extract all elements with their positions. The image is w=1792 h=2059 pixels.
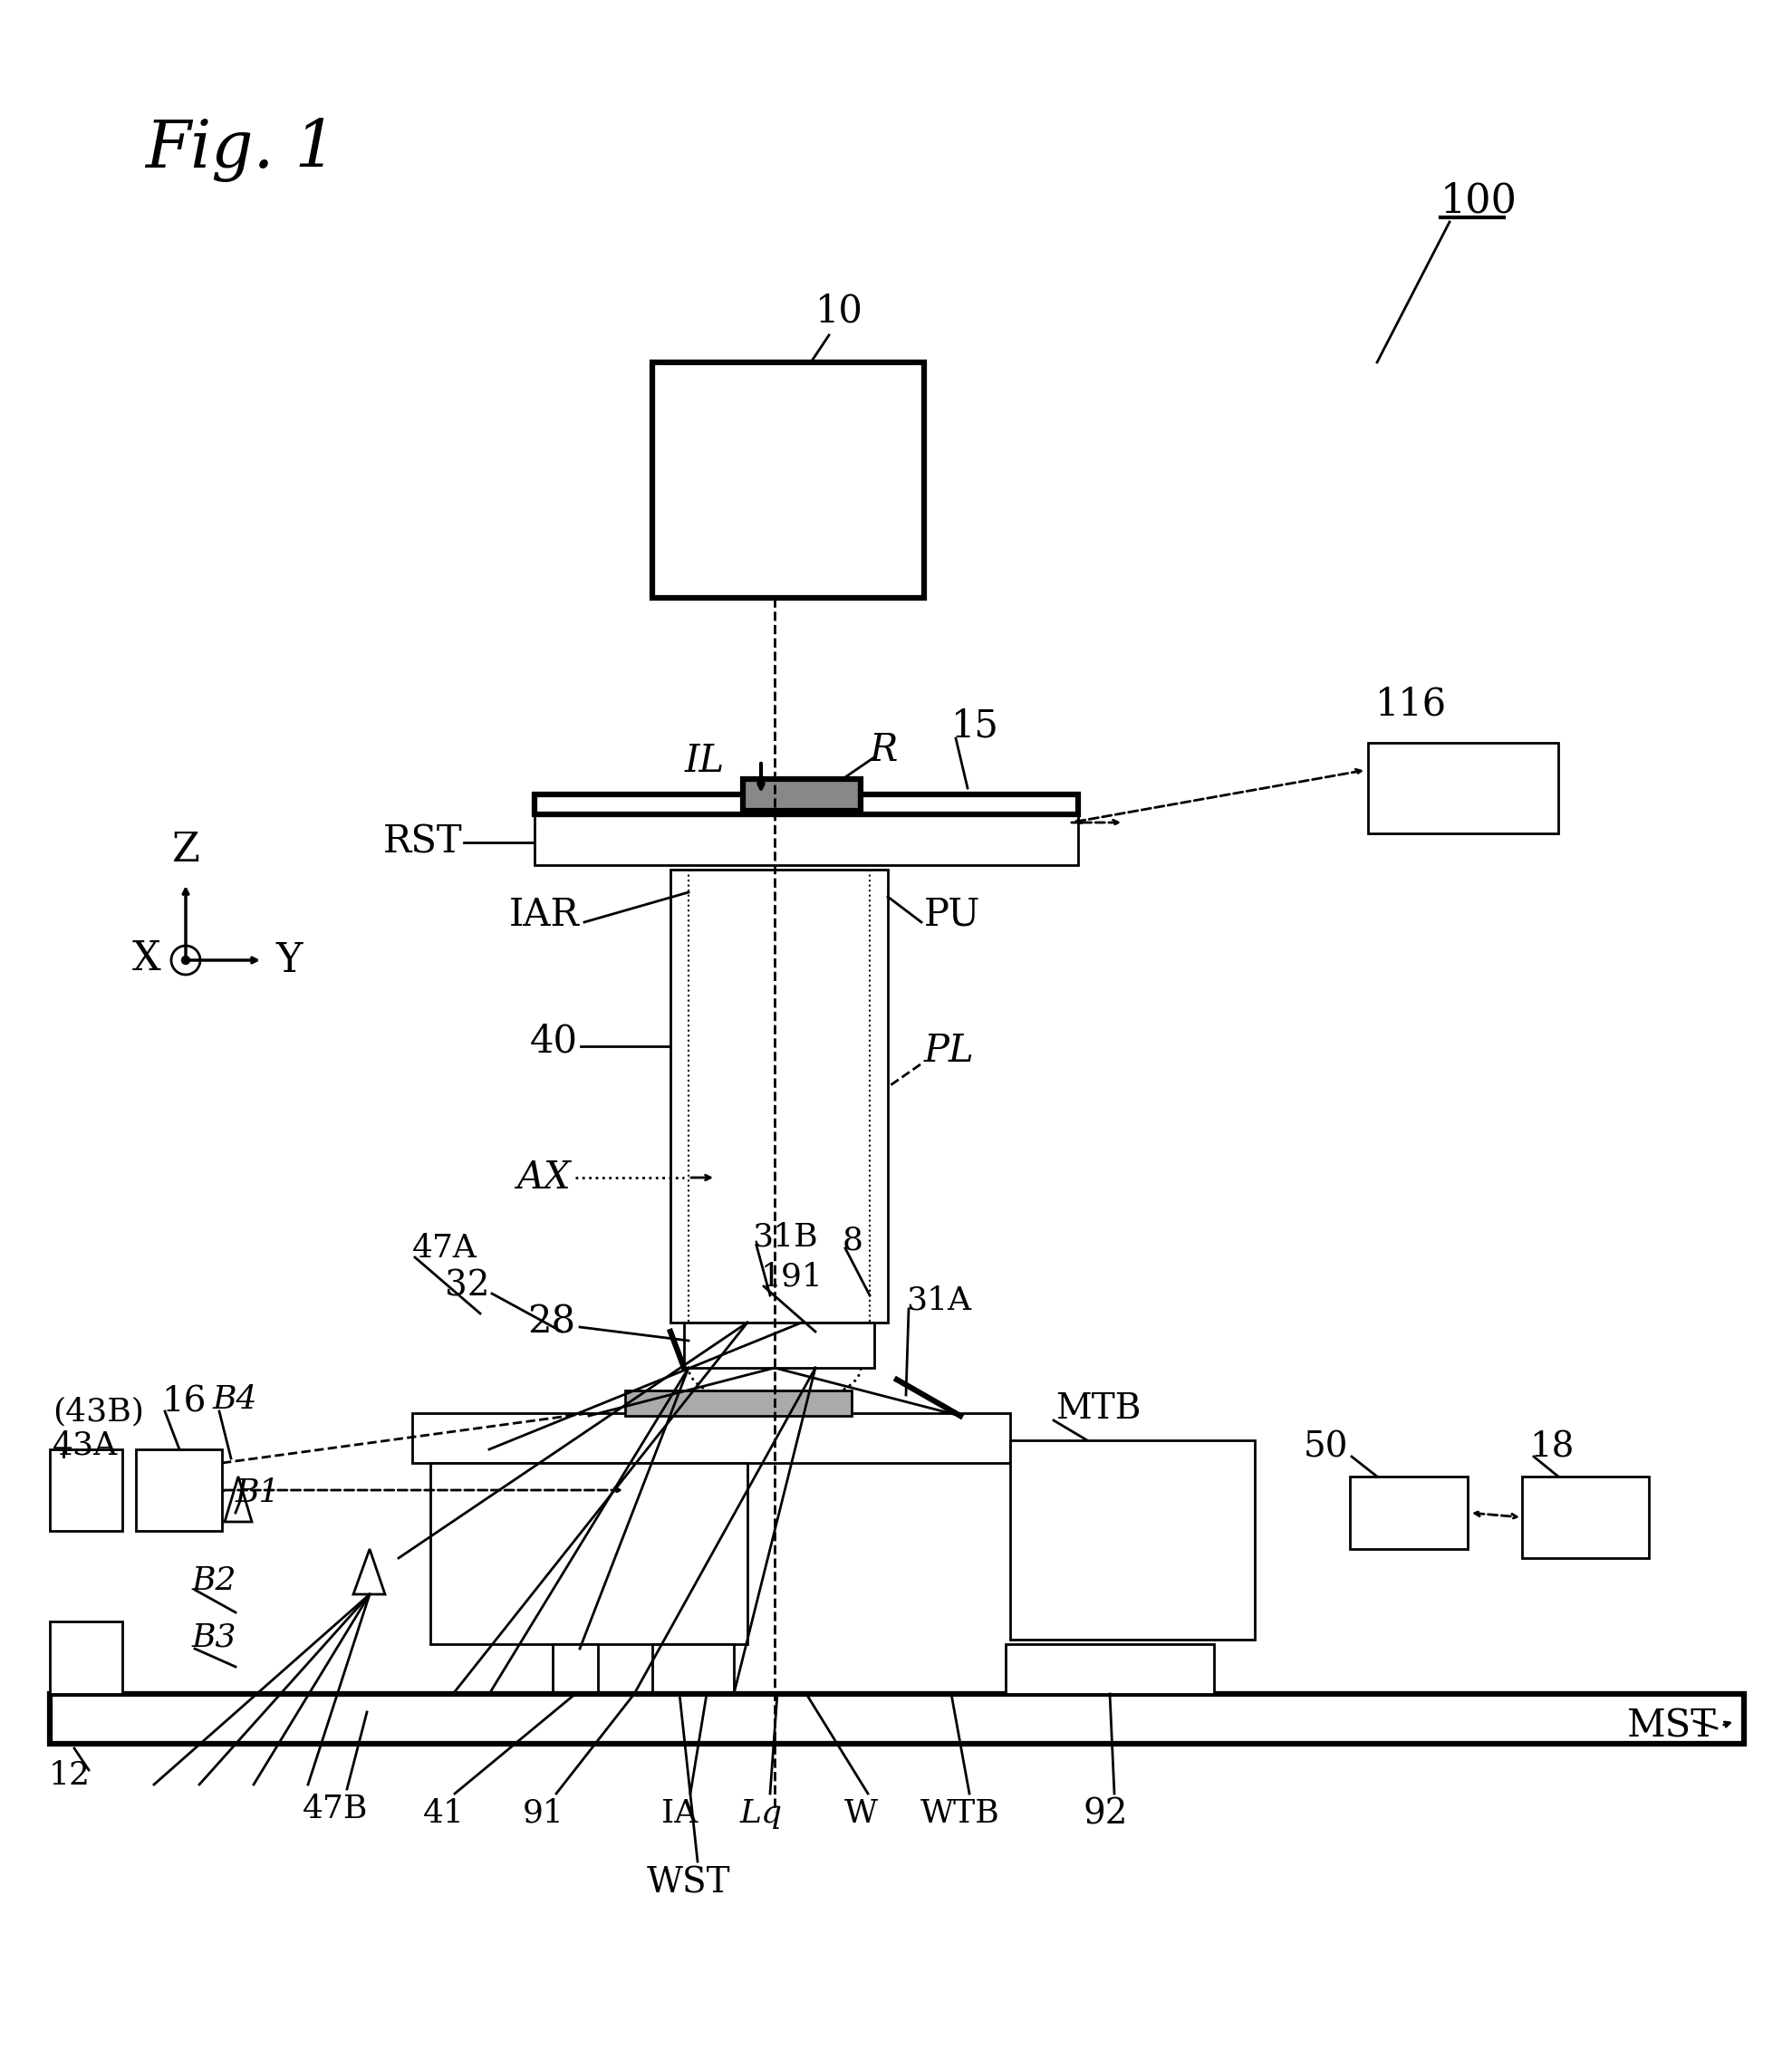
- Text: B3: B3: [192, 1622, 237, 1653]
- Bar: [552, 1645, 599, 1695]
- Text: 31A: 31A: [907, 1285, 971, 1316]
- Text: IA: IA: [661, 1798, 697, 1828]
- Bar: [50, 1450, 122, 1532]
- Text: 18: 18: [1529, 1431, 1573, 1464]
- Text: WTB: WTB: [921, 1798, 1000, 1828]
- Text: Fig. 1: Fig. 1: [145, 117, 337, 181]
- Text: B1: B1: [235, 1478, 280, 1509]
- Text: 8: 8: [842, 1225, 864, 1256]
- Text: (43B): (43B): [52, 1396, 143, 1427]
- Text: 31B: 31B: [753, 1221, 817, 1252]
- Bar: [685, 1322, 874, 1367]
- Text: 12: 12: [48, 1760, 91, 1791]
- Bar: [1011, 799, 1070, 844]
- Bar: [430, 1464, 747, 1645]
- Text: MST: MST: [1627, 1707, 1717, 1744]
- Text: AX: AX: [516, 1159, 572, 1196]
- Text: R: R: [869, 731, 898, 770]
- Text: MTB: MTB: [1055, 1392, 1142, 1425]
- Circle shape: [172, 945, 201, 974]
- Bar: [136, 1450, 222, 1532]
- Bar: [50, 1622, 122, 1695]
- Bar: [1521, 1476, 1649, 1559]
- Text: X: X: [131, 939, 159, 978]
- Text: 43A: 43A: [52, 1429, 118, 1460]
- Circle shape: [181, 955, 190, 964]
- Text: 47A: 47A: [412, 1233, 477, 1264]
- Bar: [412, 1412, 1011, 1464]
- Bar: [1005, 1645, 1213, 1695]
- Text: 28: 28: [527, 1303, 575, 1342]
- Text: PL: PL: [925, 1032, 975, 1071]
- Bar: [1011, 1441, 1254, 1639]
- Text: PU: PU: [925, 896, 980, 935]
- Text: WST: WST: [647, 1865, 731, 1900]
- Text: Z: Z: [172, 830, 199, 869]
- Text: IL: IL: [685, 741, 724, 780]
- Text: 100: 100: [1441, 181, 1518, 220]
- Text: W: W: [844, 1798, 878, 1828]
- Bar: [670, 869, 887, 1322]
- Bar: [50, 1695, 1744, 1744]
- Text: 40: 40: [530, 1023, 579, 1060]
- Text: 91: 91: [523, 1798, 564, 1828]
- Text: 10: 10: [815, 292, 864, 331]
- Text: B2: B2: [192, 1565, 237, 1596]
- Bar: [744, 778, 860, 811]
- Bar: [1367, 743, 1559, 834]
- Bar: [652, 362, 925, 597]
- Bar: [625, 1390, 851, 1417]
- Bar: [534, 795, 1079, 815]
- Polygon shape: [224, 1476, 253, 1522]
- Text: Lq: Lq: [740, 1798, 783, 1828]
- Text: 15: 15: [952, 708, 1000, 745]
- Polygon shape: [353, 1548, 385, 1594]
- Text: RST: RST: [383, 824, 462, 861]
- Text: 41: 41: [423, 1798, 464, 1828]
- Text: 47B: 47B: [303, 1793, 367, 1824]
- Text: 16: 16: [161, 1386, 206, 1419]
- Text: 191: 191: [762, 1262, 823, 1293]
- Bar: [652, 1645, 735, 1695]
- Text: 116: 116: [1374, 686, 1446, 723]
- Bar: [1349, 1476, 1468, 1548]
- Text: IAR: IAR: [509, 896, 581, 935]
- Text: 50: 50: [1303, 1431, 1348, 1464]
- Text: B4: B4: [213, 1384, 258, 1415]
- Bar: [534, 811, 1079, 865]
- Text: 92: 92: [1082, 1798, 1127, 1833]
- Text: 32: 32: [444, 1270, 489, 1303]
- Text: Y: Y: [276, 941, 303, 980]
